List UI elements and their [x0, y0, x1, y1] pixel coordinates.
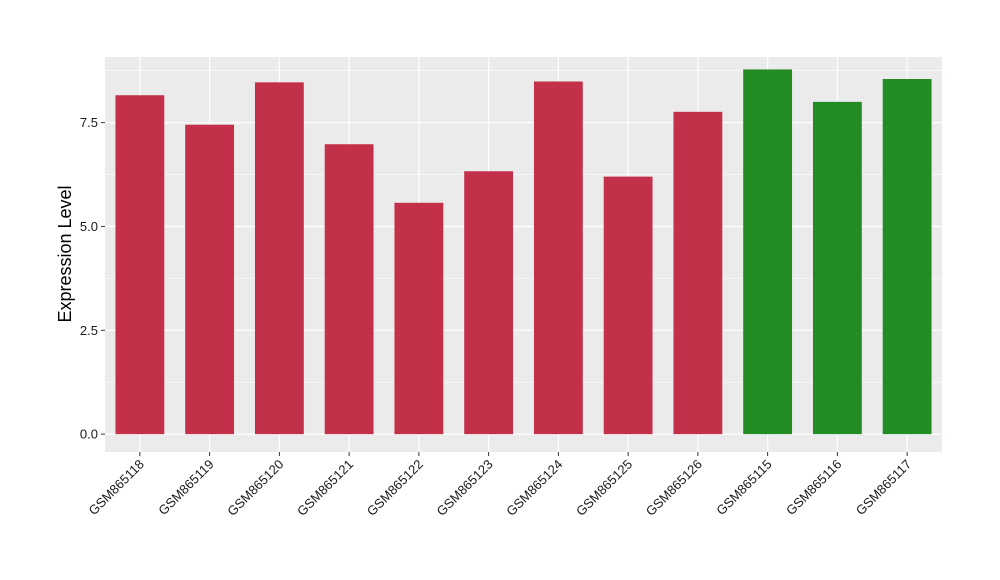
bars — [115, 69, 932, 435]
y-tick-label: 7.5 — [80, 115, 98, 130]
bar-GSM865119 — [185, 124, 235, 435]
x-tick-label: GSM865117 — [853, 457, 915, 519]
y-tick-label: 2.5 — [80, 323, 98, 338]
bar-GSM865123 — [464, 171, 514, 435]
x-tick-label: GSM865118 — [85, 457, 147, 519]
x-tick-label: GSM865120 — [224, 457, 286, 519]
y-tick-label: 0.0 — [80, 427, 98, 442]
y-tick-label: 5.0 — [80, 219, 98, 234]
bar-GSM865121 — [324, 144, 374, 435]
x-tick-label: GSM865125 — [573, 457, 635, 519]
bar-GSM865115 — [743, 69, 793, 435]
x-tick-label: GSM865126 — [643, 457, 705, 519]
x-tick-label: GSM865119 — [155, 457, 217, 519]
x-tick-label: GSM865124 — [503, 457, 565, 519]
bar-GSM865117 — [882, 79, 932, 435]
bar-GSM865125 — [603, 176, 653, 435]
x-tick-label: GSM865116 — [783, 457, 845, 519]
y-axis: 0.0 2.5 5.0 7.5 — [80, 115, 105, 442]
bar-GSM865120 — [254, 82, 304, 435]
bar-GSM865124 — [533, 81, 583, 435]
bar-GSM865126 — [673, 111, 723, 435]
x-tick-label: GSM865115 — [713, 457, 775, 519]
bar-GSM865118 — [115, 95, 165, 435]
bar-GSM865116 — [812, 101, 862, 435]
x-axis: GSM865118 GSM865119 GSM865120 GSM865121 GSM8… — [85, 452, 914, 519]
bar-GSM865122 — [394, 202, 444, 435]
x-tick-label: GSM865123 — [434, 457, 496, 519]
x-tick-label: GSM865121 — [294, 457, 356, 519]
x-tick-label: GSM865122 — [364, 457, 426, 519]
y-axis-title: Expression Level — [55, 185, 75, 322]
